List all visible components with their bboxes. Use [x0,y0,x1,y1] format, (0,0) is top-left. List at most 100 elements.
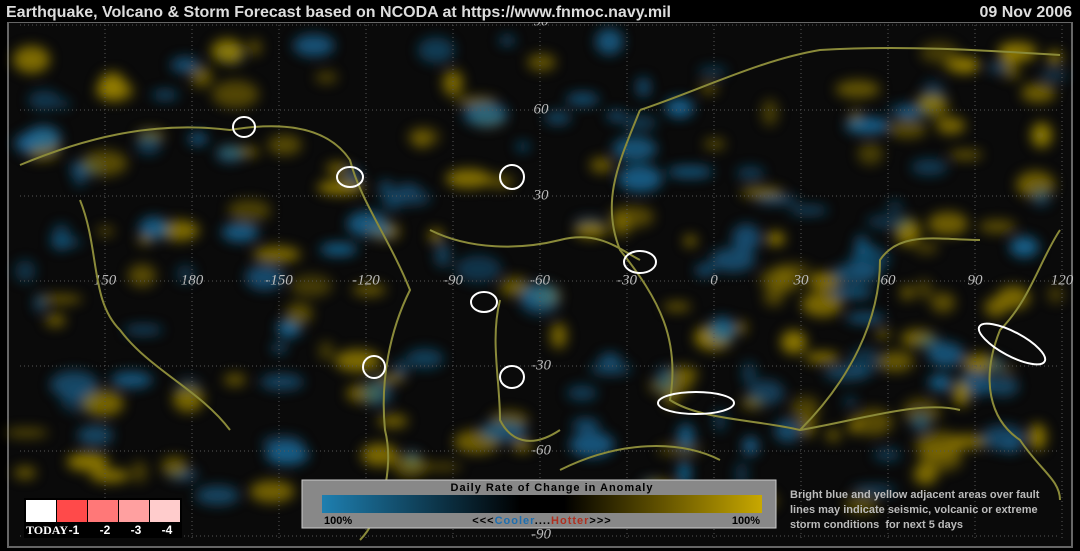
anomaly-blob [318,341,334,361]
anomaly-blob [910,158,948,176]
anomaly-blob [978,219,1017,233]
anomaly-blob [544,110,572,125]
anomaly-blob [26,125,61,151]
anomaly-blob [844,494,879,515]
anomaly-blob [124,324,164,335]
anomaly-blob [442,69,464,97]
anomaly-blob [428,229,443,243]
anomaly-blob [361,443,399,467]
highlight-circle [977,322,1047,366]
anomaly-blob [455,255,502,283]
anomaly-blob [1032,188,1051,207]
anomaly-blob [948,150,983,160]
anomaly-blob [252,246,301,263]
anomaly-blob [1030,122,1053,148]
anomaly-blob [843,396,857,407]
anomaly-blob [265,443,309,466]
day-swatch [57,500,87,522]
anomaly-blob [260,374,304,390]
anomaly-blob [888,120,927,139]
day-label: -4 [162,523,173,537]
anomaly-blob [5,428,49,438]
highlight-circle [232,116,256,138]
anomaly-blob [569,431,615,458]
anomaly-blob [636,76,651,98]
anomaly-blob [190,66,213,88]
anomaly-blob [936,117,966,135]
anomaly-blob [319,243,358,256]
anomaly-blob [405,348,444,369]
anomaly-blob [28,90,61,111]
anomaly-blob [73,162,87,188]
anomaly-blob [829,287,874,299]
anomaly-blob [914,279,933,300]
anomaly-blob [617,164,663,193]
anomaly-blob [677,423,695,451]
anomaly-blob [271,342,288,354]
anomaly-blob [747,379,785,406]
legend-left-percent: 100% [324,515,352,527]
latitude-label: 30 [533,187,550,203]
anomaly-blob [766,231,786,246]
legend-title: Daily Rate of Change in Anomaly [451,482,654,494]
anomaly-blob [161,456,188,477]
note-box: Bright blue and yellow adjacent areas ov… [790,489,1039,531]
anomaly-blob [800,415,816,437]
day-swatch [150,500,180,522]
anomaly-blob [1021,83,1056,103]
anomaly-blob [33,294,47,313]
anomaly-blob [927,342,965,368]
anomaly-blob [89,468,130,483]
anomaly-blob [595,28,624,55]
anomaly-blob [886,200,903,212]
days-key: TODAY -1 -2 -3 -4 [24,498,182,538]
anomaly-blob [761,99,779,127]
anomaly-blob [215,145,245,163]
anomaly-blob [703,138,726,150]
anomaly-blob [221,222,259,242]
longitude-label: 0 [710,272,718,288]
anomaly-blob [873,448,901,462]
fault-line [559,445,721,471]
anomaly-blob [14,259,36,283]
anomaly-blob [853,408,894,436]
anomaly-blob [943,56,981,73]
anomaly-blob [708,316,736,342]
anomaly-blob [188,132,208,145]
anomaly-blob [138,216,169,240]
longitude-label: -60 [530,272,550,288]
anomaly-blob [911,412,931,432]
latitude-label: -90 [531,526,551,542]
anomaly-blob [571,418,600,431]
anomaly-blob [612,136,657,161]
anomaly-blob [611,212,631,237]
anomaly-blob [832,263,880,285]
anomaly-blob [1028,423,1047,451]
anomaly-blob [930,292,956,313]
anomaly-blob [919,93,950,119]
anomaly-blob [421,462,462,471]
anomaly-blob [801,291,843,317]
fault-line [639,46,1061,111]
anomaly-blob [520,283,559,307]
highlight-circle [499,164,525,190]
anomaly-blob [227,199,272,222]
longitude-label: 60 [881,272,897,288]
anomaly-blob [128,264,157,287]
day-label: -2 [100,523,111,537]
anomaly-blob [735,320,748,335]
anomaly-blob [683,235,697,247]
anomaly-blob [780,330,807,354]
anomaly-blob [82,390,124,417]
legend-scale: <<<Cooler....Hotter>>> [472,515,611,527]
latitude-label: -30 [531,357,551,373]
today-label: TODAY [26,523,68,537]
anomaly-blob [51,223,72,251]
legend-gradient [322,495,762,513]
anomaly-blob [77,425,114,446]
anomaly-blob [1002,69,1022,79]
anomaly-blob [247,39,262,56]
anomaly-blob [66,452,109,472]
anomaly-blob [352,283,387,297]
